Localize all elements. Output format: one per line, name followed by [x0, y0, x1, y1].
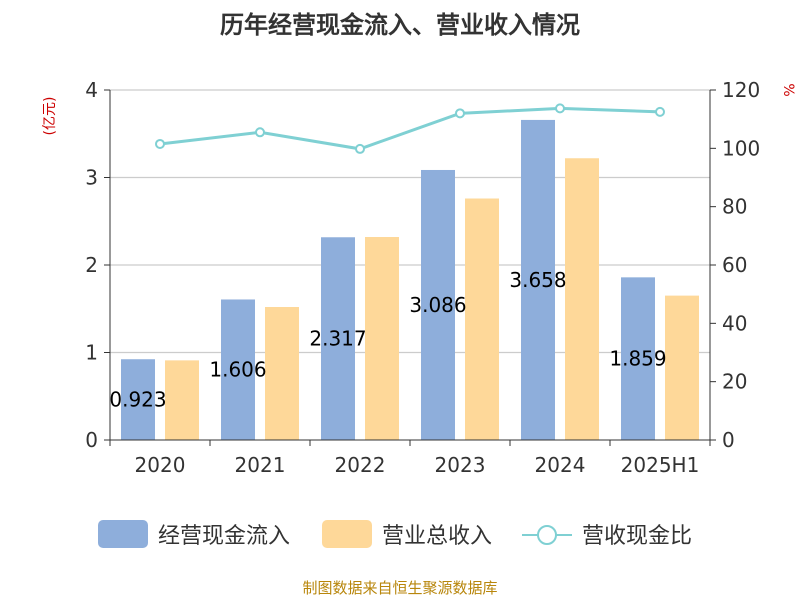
data-labels: 0.923 1.606 2.317 3.086 3.658 1.859: [109, 268, 666, 412]
ratio-point: [555, 103, 565, 114]
data-label: 3.658: [509, 268, 566, 292]
ratio-point: [655, 106, 665, 117]
x-tick-label: 2021: [235, 453, 286, 477]
right-tick-label: 60: [722, 253, 747, 277]
ratio-point: [355, 143, 365, 154]
chart-title: 历年经营现金流入、营业收入情况: [220, 11, 580, 39]
bar-revenue: [265, 307, 299, 440]
right-tick-label: 80: [722, 195, 747, 219]
left-tick-label: 2: [85, 253, 98, 277]
right-axis-unit: %: [780, 83, 796, 96]
bars: [121, 119, 699, 441]
right-tick-label: 40: [722, 311, 747, 335]
bar-revenue: [665, 295, 699, 440]
ratio-point: [455, 108, 465, 119]
ratio-line: [155, 103, 665, 154]
data-label: 2.317: [309, 327, 366, 351]
left-tick-label: 1: [85, 341, 98, 365]
bar-cash-inflow: [421, 169, 455, 440]
bar-revenue: [365, 237, 399, 440]
legend-label: 营收现金比: [582, 524, 692, 549]
ratio-point: [255, 127, 265, 138]
x-tick-label: 2022: [335, 453, 386, 477]
legend-label: 经营现金流入: [158, 524, 290, 549]
data-label: 1.606: [209, 358, 266, 382]
left-tick-label: 3: [85, 166, 98, 190]
legend-label: 营业总收入: [382, 524, 492, 549]
bar-cash-inflow: [621, 277, 655, 440]
legend: 经营现金流入 营业总收入 营收现金比: [98, 520, 692, 549]
ratio-point: [155, 138, 165, 149]
x-tick-label: 2023: [435, 453, 486, 477]
ratio-series-line: [159, 106, 661, 151]
grid-lines: [110, 89, 710, 354]
left-tick-label: 0: [85, 428, 98, 452]
data-label: 0.923: [109, 388, 166, 412]
legend-swatch: [322, 520, 372, 548]
right-tick-label: 120: [722, 78, 760, 102]
bar-cash-inflow: [521, 119, 555, 441]
bar-cash-inflow: [221, 299, 255, 440]
bar-cash-inflow: [121, 359, 155, 440]
left-tick-label: 4: [85, 78, 98, 102]
x-tick-label: 2024: [535, 453, 586, 477]
bar-revenue: [565, 158, 599, 440]
left-axis-unit: (亿元): [42, 97, 58, 136]
bar-revenue: [165, 360, 199, 440]
source-note: 制图数据来自恒生聚源数据库: [302, 579, 497, 597]
x-tick-label: 2020: [135, 453, 186, 477]
right-tick-label: 20: [722, 370, 747, 394]
right-tick-label: 100: [722, 136, 760, 160]
x-tick-label: 2025H1: [621, 453, 700, 477]
legend-swatch: [98, 520, 148, 548]
legend-marker: [537, 525, 557, 545]
bar-revenue: [465, 198, 499, 440]
data-label: 3.086: [409, 293, 466, 317]
bar-cash-inflow: [321, 237, 355, 440]
right-tick-label: 0: [722, 428, 735, 452]
data-label: 1.859: [609, 347, 666, 371]
